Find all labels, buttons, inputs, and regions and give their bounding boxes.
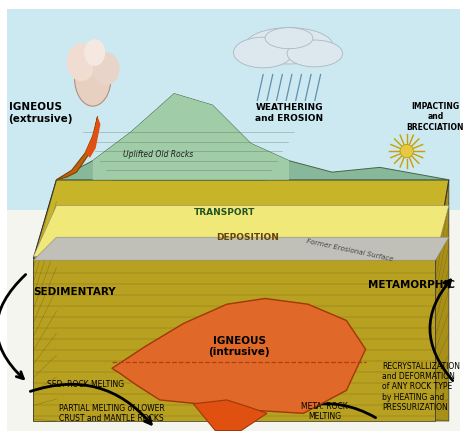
Text: IGNEOUS
(extrusive): IGNEOUS (extrusive) [9, 102, 73, 124]
Ellipse shape [287, 40, 343, 67]
Polygon shape [56, 94, 449, 180]
Text: SED. ROCK MELTING: SED. ROCK MELTING [47, 380, 124, 389]
Polygon shape [193, 400, 267, 431]
Text: META. ROCK
MELTING: META. ROCK MELTING [301, 402, 348, 421]
Polygon shape [93, 94, 289, 180]
Polygon shape [34, 180, 56, 421]
Polygon shape [34, 258, 436, 421]
Text: IMPACTING
and
BRECCIATION: IMPACTING and BRECCIATION [407, 102, 464, 132]
Ellipse shape [265, 28, 313, 49]
Ellipse shape [245, 28, 333, 64]
Ellipse shape [74, 51, 111, 106]
Bar [7, 9, 460, 210]
Circle shape [400, 144, 413, 158]
Polygon shape [34, 205, 449, 257]
Polygon shape [56, 117, 98, 180]
Text: Uplifted Old Rocks: Uplifted Old Rocks [123, 150, 193, 159]
Text: RECRYSTALLIZATION
and DEFORMATION
of ANY ROCK TYPE
by HEATING and
PRESSURIZATION: RECRYSTALLIZATION and DEFORMATION of ANY… [382, 362, 460, 412]
Ellipse shape [67, 43, 96, 81]
Text: SEDIMENTARY: SEDIMENTARY [34, 287, 116, 297]
Polygon shape [34, 237, 449, 260]
Ellipse shape [93, 52, 119, 85]
Ellipse shape [84, 39, 105, 66]
Bar [7, 210, 460, 431]
Text: DEPOSITION: DEPOSITION [217, 233, 279, 242]
Text: PARTIAL MELTING of LOWER
CRUST and MANTLE ROCKS: PARTIAL MELTING of LOWER CRUST and MANTL… [59, 403, 165, 423]
Text: Former Erosional Surface: Former Erosional Surface [305, 238, 393, 263]
Polygon shape [34, 180, 449, 258]
Text: METAMORPHIC: METAMORPHIC [368, 280, 456, 290]
Polygon shape [436, 180, 449, 421]
Text: TRANSPORT: TRANSPORT [194, 208, 255, 217]
Polygon shape [85, 117, 100, 158]
Text: WEATHERING
and EROSION: WEATHERING and EROSION [255, 103, 323, 122]
Polygon shape [112, 298, 365, 413]
Text: IGNEOUS
(intrusive): IGNEOUS (intrusive) [209, 336, 270, 357]
Ellipse shape [234, 37, 293, 68]
